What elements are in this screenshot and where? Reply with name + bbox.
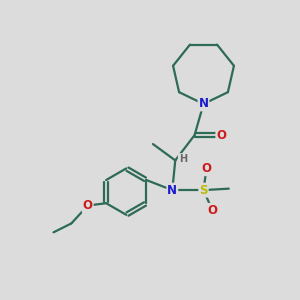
Text: H: H	[178, 154, 187, 164]
Text: N: N	[167, 184, 177, 196]
Text: N: N	[199, 98, 208, 110]
Text: S: S	[199, 184, 208, 196]
Text: O: O	[216, 129, 226, 142]
Text: O: O	[207, 204, 218, 217]
Text: O: O	[83, 199, 93, 212]
Text: O: O	[202, 162, 212, 175]
